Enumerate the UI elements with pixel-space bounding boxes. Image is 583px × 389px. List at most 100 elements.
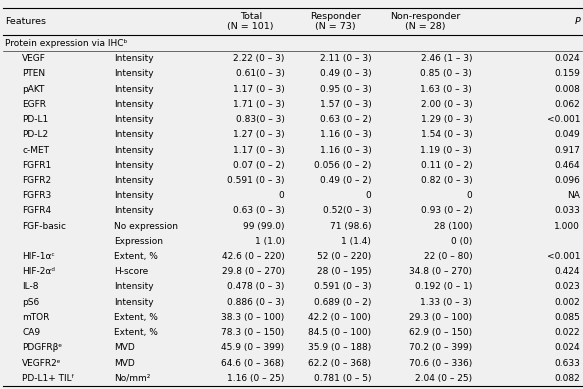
Text: FGFR2: FGFR2 <box>22 176 51 185</box>
Text: 0.159: 0.159 <box>554 70 580 79</box>
Text: 0.024: 0.024 <box>554 54 580 63</box>
Text: 0.464: 0.464 <box>554 161 580 170</box>
Text: 2.00 (0 – 3): 2.00 (0 – 3) <box>420 100 472 109</box>
Text: 0.008: 0.008 <box>554 85 580 94</box>
Text: Extent, %: Extent, % <box>114 328 157 337</box>
Text: 0.062: 0.062 <box>554 100 580 109</box>
Text: 2.22 (0 – 3): 2.22 (0 – 3) <box>233 54 285 63</box>
Text: 28 (0 – 195): 28 (0 – 195) <box>317 267 371 276</box>
Text: FGFR3: FGFR3 <box>22 191 51 200</box>
Text: 1.16 (0 – 3): 1.16 (0 – 3) <box>319 145 371 154</box>
Text: 0.07 (0 – 2): 0.07 (0 – 2) <box>233 161 285 170</box>
Text: Total
(N = 101): Total (N = 101) <box>227 12 274 31</box>
Text: 42.6 (0 – 220): 42.6 (0 – 220) <box>222 252 285 261</box>
Text: 70.2 (0 – 399): 70.2 (0 – 399) <box>409 343 472 352</box>
Text: 38.3 (0 – 100): 38.3 (0 – 100) <box>222 313 285 322</box>
Text: 0.82 (0 – 3): 0.82 (0 – 3) <box>420 176 472 185</box>
Text: 0.085: 0.085 <box>554 313 580 322</box>
Text: 0.49 (0 – 3): 0.49 (0 – 3) <box>319 70 371 79</box>
Text: 0.886 (0 – 3): 0.886 (0 – 3) <box>227 298 285 307</box>
Text: Intensity: Intensity <box>114 145 153 154</box>
Text: No expression: No expression <box>114 222 178 231</box>
Text: 0.478 (0 – 3): 0.478 (0 – 3) <box>227 282 285 291</box>
Text: 0.591 (0 – 3): 0.591 (0 – 3) <box>227 176 285 185</box>
Text: 0.082: 0.082 <box>554 374 580 383</box>
Text: 0: 0 <box>466 191 472 200</box>
Text: 1.54 (0 – 3): 1.54 (0 – 3) <box>420 130 472 139</box>
Text: 0.049: 0.049 <box>554 130 580 139</box>
Text: 71 (98.6): 71 (98.6) <box>330 222 371 231</box>
Text: 1.19 (0 – 3): 1.19 (0 – 3) <box>420 145 472 154</box>
Text: 1 (1.0): 1 (1.0) <box>255 237 285 246</box>
Text: Intensity: Intensity <box>114 207 153 216</box>
Text: 2.04 (0 – 25): 2.04 (0 – 25) <box>415 374 472 383</box>
Text: 34.8 (0 – 270): 34.8 (0 – 270) <box>409 267 472 276</box>
Text: 0.192 (0 – 1): 0.192 (0 – 1) <box>415 282 472 291</box>
Text: 0.63 (0 – 3): 0.63 (0 – 3) <box>233 207 285 216</box>
Text: 0.033: 0.033 <box>554 207 580 216</box>
Text: 1.16 (0 – 3): 1.16 (0 – 3) <box>319 130 371 139</box>
Text: 42.2 (0 – 100): 42.2 (0 – 100) <box>308 313 371 322</box>
Text: PD-L1+ TILᶠ: PD-L1+ TILᶠ <box>22 374 75 383</box>
Text: Intensity: Intensity <box>114 54 153 63</box>
Text: 29.8 (0 – 270): 29.8 (0 – 270) <box>222 267 285 276</box>
Text: P: P <box>574 17 580 26</box>
Text: 78.3 (0 – 150): 78.3 (0 – 150) <box>222 328 285 337</box>
Text: 0.056 (0 – 2): 0.056 (0 – 2) <box>314 161 371 170</box>
Text: 0.689 (0 – 2): 0.689 (0 – 2) <box>314 298 371 307</box>
Text: 1.57 (0 – 3): 1.57 (0 – 3) <box>319 100 371 109</box>
Text: 0.63 (0 – 2): 0.63 (0 – 2) <box>319 115 371 124</box>
Text: 62.9 (0 – 150): 62.9 (0 – 150) <box>409 328 472 337</box>
Text: Intensity: Intensity <box>114 100 153 109</box>
Text: PTEN: PTEN <box>22 70 45 79</box>
Text: 45.9 (0 – 399): 45.9 (0 – 399) <box>222 343 285 352</box>
Text: mTOR: mTOR <box>22 313 50 322</box>
Text: 1.17 (0 – 3): 1.17 (0 – 3) <box>233 85 285 94</box>
Text: FGFR4: FGFR4 <box>22 207 51 216</box>
Text: Intensity: Intensity <box>114 130 153 139</box>
Text: 0 (0): 0 (0) <box>451 237 472 246</box>
Text: No/mm²: No/mm² <box>114 374 150 383</box>
Text: <0.001: <0.001 <box>547 115 580 124</box>
Text: PD-L1: PD-L1 <box>22 115 48 124</box>
Text: 1.33 (0 – 3): 1.33 (0 – 3) <box>420 298 472 307</box>
Text: 1.71 (0 – 3): 1.71 (0 – 3) <box>233 100 285 109</box>
Text: 0: 0 <box>279 191 285 200</box>
Text: 62.2 (0 – 368): 62.2 (0 – 368) <box>308 359 371 368</box>
Text: VEGFR2ᵉ: VEGFR2ᵉ <box>22 359 62 368</box>
Text: 0.022: 0.022 <box>554 328 580 337</box>
Text: IL-8: IL-8 <box>22 282 38 291</box>
Text: Expression: Expression <box>114 237 163 246</box>
Text: HIF-1αᶜ: HIF-1αᶜ <box>22 252 55 261</box>
Text: Extent, %: Extent, % <box>114 313 157 322</box>
Text: PDGFRβᵉ: PDGFRβᵉ <box>22 343 62 352</box>
Text: 0.83(0 – 3): 0.83(0 – 3) <box>236 115 285 124</box>
Text: 0.781 (0 – 5): 0.781 (0 – 5) <box>314 374 371 383</box>
Text: Features: Features <box>5 17 45 26</box>
Text: 0.096: 0.096 <box>554 176 580 185</box>
Text: c-MET: c-MET <box>22 145 49 154</box>
Text: 52 (0 – 220): 52 (0 – 220) <box>317 252 371 261</box>
Text: MVD: MVD <box>114 359 135 368</box>
Text: VEGF: VEGF <box>22 54 46 63</box>
Text: Extent, %: Extent, % <box>114 252 157 261</box>
Text: 70.6 (0 – 336): 70.6 (0 – 336) <box>409 359 472 368</box>
Text: <0.001: <0.001 <box>547 252 580 261</box>
Text: 0.95 (0 – 3): 0.95 (0 – 3) <box>319 85 371 94</box>
Text: Non-responder
(N = 28): Non-responder (N = 28) <box>391 12 461 31</box>
Text: 0.917: 0.917 <box>554 145 580 154</box>
Text: pAKT: pAKT <box>22 85 44 94</box>
Text: Responder
(N = 73): Responder (N = 73) <box>310 12 361 31</box>
Text: FGFR1: FGFR1 <box>22 161 51 170</box>
Text: Intensity: Intensity <box>114 282 153 291</box>
Text: PD-L2: PD-L2 <box>22 130 48 139</box>
Text: 0: 0 <box>366 191 371 200</box>
Text: FGF-basic: FGF-basic <box>22 222 66 231</box>
Text: 2.46 (1 – 3): 2.46 (1 – 3) <box>421 54 472 63</box>
Text: 1 (1.4): 1 (1.4) <box>342 237 371 246</box>
Text: 0.002: 0.002 <box>554 298 580 307</box>
Text: 0.85 (0 – 3): 0.85 (0 – 3) <box>420 70 472 79</box>
Text: HIF-2αᵈ: HIF-2αᵈ <box>22 267 55 276</box>
Text: H-score: H-score <box>114 267 148 276</box>
Text: 99 (99.0): 99 (99.0) <box>243 222 285 231</box>
